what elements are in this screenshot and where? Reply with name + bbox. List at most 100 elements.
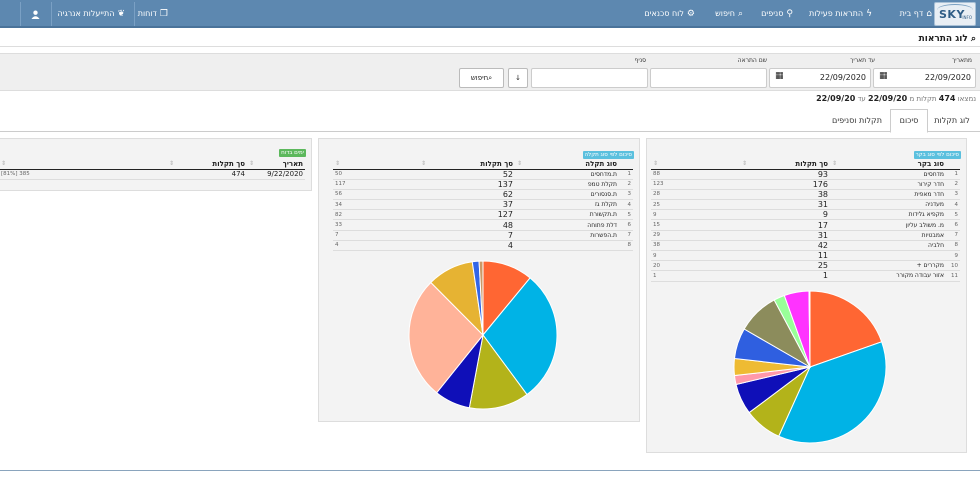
sort-icon: ⇕ [1, 160, 7, 167]
cell-index: 3 [946, 189, 960, 201]
table-row: 1 מדחסים 93 88 [651, 169, 960, 180]
cell-index: 6 [619, 219, 633, 231]
nav-energy[interactable]: ❦ התייעלות אנרגיה [57, 8, 125, 19]
cell-count: 9 [740, 209, 830, 221]
cell-index: 5 [946, 209, 960, 221]
cell-extra: 50 [333, 169, 419, 180]
nav-dashboard[interactable]: ⚙ לוח סכנאים [644, 8, 695, 19]
cell-name: ת.סנסורים [515, 189, 619, 201]
cell-name: מעדניה [830, 199, 946, 211]
branch-input[interactable] [531, 68, 648, 88]
nav-active-alerts[interactable]: ϟ התראות פעילות [808, 8, 872, 19]
pie-slice-5[interactable] [408, 281, 484, 394]
cell-extra: 34 [333, 199, 419, 211]
cell-count: 127 [419, 209, 515, 221]
col-fault-count[interactable]: סך תקלות ⇕ [167, 159, 247, 170]
sky-logo[interactable]: SKY INFO [934, 2, 976, 26]
tab-fault-log[interactable]: לוג תקלות [934, 116, 970, 125]
col-extra: ⇕ [333, 159, 419, 170]
table-row: 10 מקררים +25 20 [651, 260, 960, 272]
nav-divider [51, 2, 52, 26]
search-icon: ⌕ [488, 74, 493, 82]
cell-count: 474 [167, 169, 247, 180]
table-footer [333, 249, 633, 261]
sort-icon: ⇕ [335, 160, 341, 167]
copy-icon: ❐ [159, 8, 168, 19]
cell-count: 62 [419, 189, 515, 201]
cell-extra: 82 [333, 209, 419, 221]
pie-slice-2[interactable] [778, 341, 887, 444]
to-date-label: עד תאריך [850, 57, 875, 64]
from-date-input[interactable]: 22/09/2020 ▦ [873, 68, 976, 88]
pie-slice-3[interactable] [468, 333, 528, 410]
pie-slice-2[interactable] [482, 277, 558, 396]
col-fault-count[interactable]: סך תקלות ⇕ [419, 159, 515, 170]
sort-icon: ⇕ [249, 160, 255, 167]
cell-extra: 7 [333, 230, 419, 241]
cell-count: 17 [740, 219, 830, 231]
sort-direction-button[interactable]: ↓ [508, 68, 528, 88]
table-row: 1 ת.מדחסים 52 50 [333, 169, 633, 180]
cell-index: 4 [619, 199, 633, 211]
pie-slice-8[interactable] [478, 260, 484, 336]
table-row: 6 דלת פתוחה 48 33 [333, 219, 633, 231]
cell-name: מקררים + [830, 260, 946, 272]
col-fault-type[interactable]: סוג תקלה ⇕ [515, 159, 619, 170]
nav-reports[interactable]: ❐ דוחות [137, 8, 168, 19]
logo-subtext: INFO [962, 15, 972, 20]
user-icon [31, 10, 40, 19]
home-icon: ⌂ [926, 8, 932, 19]
cell-index: 1 [946, 169, 960, 180]
cell-count: 25 [740, 260, 830, 272]
nav-home[interactable]: ⌂ דף בית [899, 8, 932, 19]
nav-search[interactable]: ⌕ חיפוש [715, 8, 743, 19]
table-row: 4 מעדניה 31 25 [651, 199, 960, 211]
table-row: 5 מקפיא גלידות 9 9 [651, 209, 960, 221]
cell-extra: 123 [651, 179, 740, 190]
cell-index: 8 [946, 240, 960, 252]
col-date[interactable]: תאריך ⇕ [247, 159, 305, 170]
sort-icon: ⇕ [742, 160, 748, 167]
controller-table: סוג בקר ⇕ סך תקלות ⇕ ⇕ 1 מדחסים 93 88 2 חדר קיר… [651, 159, 960, 292]
user-menu[interactable] [31, 0, 40, 28]
col-extra: ⇕ [0, 159, 167, 170]
filter-bar: מתאריך 22/09/2020 ▦ עד תאריך 22/09/2020 ▦ … [0, 53, 980, 91]
cell-index: 7 [619, 230, 633, 241]
panel-days-in-report: ימים בדוח תאריך ⇕ סך תקלות ⇕ ⇕ 9/22/2020 4… [0, 138, 312, 191]
pie-slice-11[interactable] [808, 290, 811, 368]
col-controller-type[interactable]: סוג בקר ⇕ [830, 159, 946, 170]
gear-icon: ⚙ [686, 8, 695, 19]
cell-date: 9/22/2020 [247, 169, 305, 180]
nav-divider [134, 2, 135, 26]
col-fault-count[interactable]: סך תקלות ⇕ [740, 159, 830, 170]
days-table: תאריך ⇕ סך תקלות ⇕ ⇕ 9/22/2020 474 385 [81… [0, 159, 305, 180]
to-date-input[interactable]: 22/09/2020 ▦ [769, 68, 871, 88]
cell-name: מדחסים [830, 169, 946, 180]
search-icon: ⌕ [970, 34, 976, 44]
cell-extra: 9 [651, 209, 740, 221]
cell-count: 31 [740, 199, 830, 211]
controller-pie-chart [733, 290, 887, 444]
cell-count: 4 [419, 240, 515, 252]
table-row: 9 11 9 [651, 250, 960, 262]
tab-faults-branches[interactable]: תקלות וסניפים [832, 116, 882, 125]
cell-extra: 38 [651, 240, 740, 252]
cell-count: 38 [740, 189, 830, 201]
cell-name: מקפיא גלידות [830, 209, 946, 221]
cell-extra: 385 [81%] [0, 169, 167, 180]
table-row: 2 חדר קירור 176 123 [651, 179, 960, 190]
table-row: 7 אמבטיות 31 29 [651, 230, 960, 241]
table-row: 11 אזור עבודה מקורר 1 1 [651, 270, 960, 282]
cell-extra: 28 [651, 189, 740, 201]
cell-count: 52 [419, 169, 515, 180]
search-button[interactable]: ⌕חיפוש [459, 68, 504, 88]
tab-summary[interactable]: סיכום [890, 109, 928, 133]
sort-icon: ⇕ [421, 160, 427, 167]
cell-extra: 56 [333, 189, 419, 201]
alert-name-input[interactable] [650, 68, 767, 88]
nav-branches[interactable]: ⚲ סניפים [761, 8, 793, 19]
cell-name: חדר קירור [830, 179, 946, 190]
cell-name: תקלת גז [515, 199, 619, 211]
cell-name: חדר מאפית [830, 189, 946, 201]
